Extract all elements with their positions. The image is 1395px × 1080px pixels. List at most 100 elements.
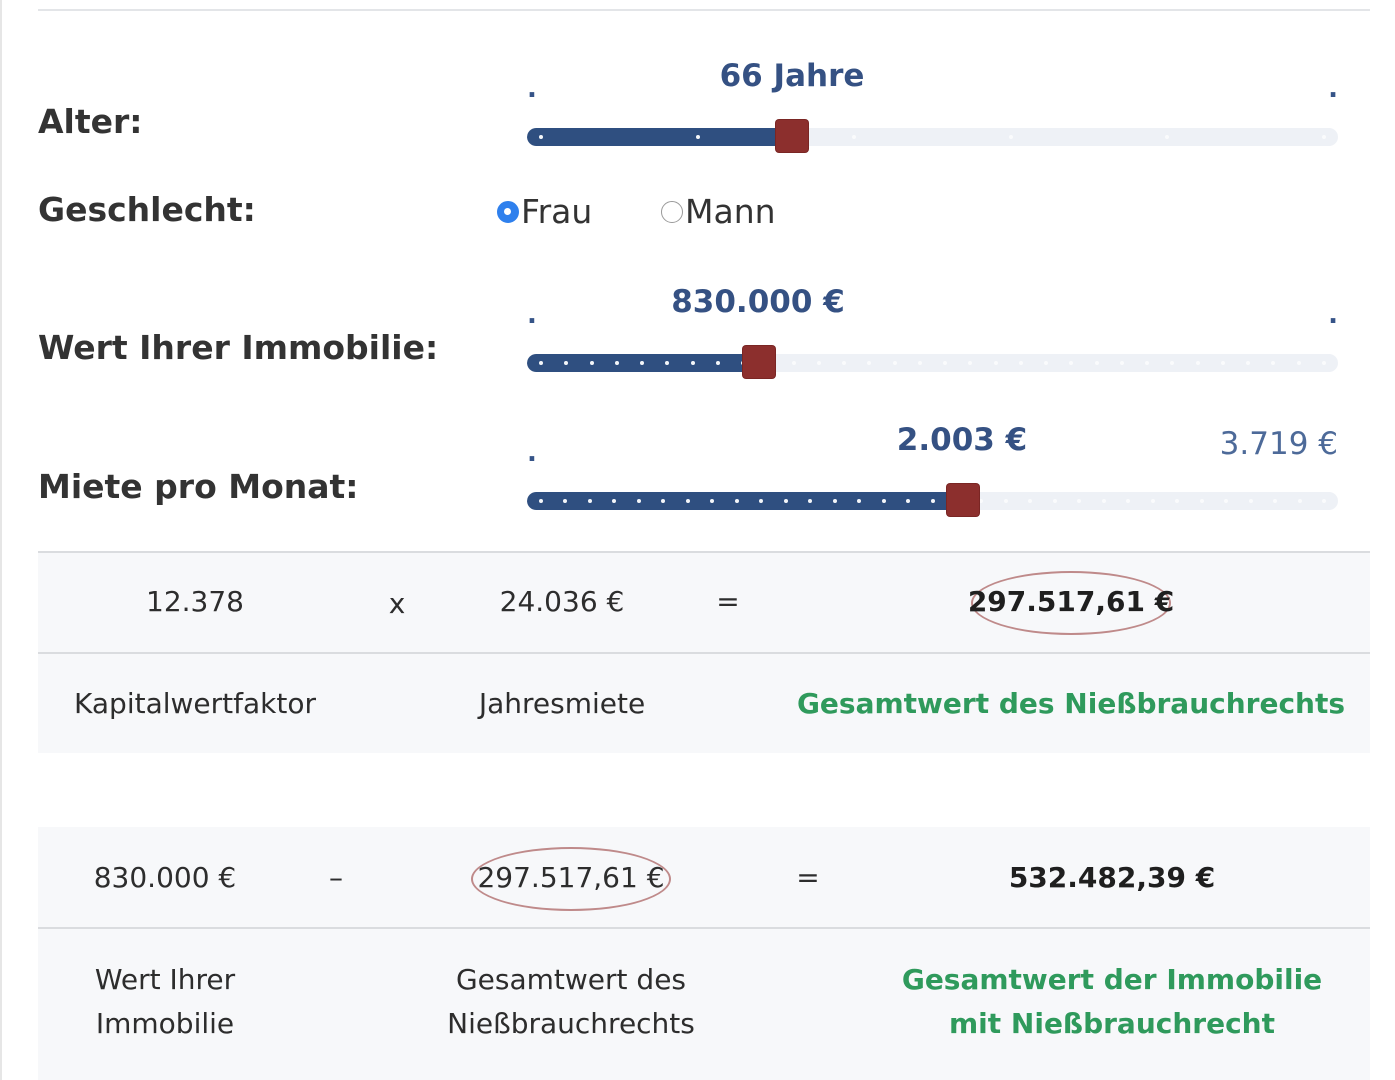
- slider-tick: [1273, 499, 1277, 503]
- slider-tick: [842, 361, 846, 365]
- slider-tick: [563, 499, 567, 503]
- slider-tick: [931, 499, 935, 503]
- annual-rent-label: Jahresmiete: [478, 687, 646, 720]
- slider-tick: [564, 361, 568, 365]
- property-value-label-line1: Wert Ihrer: [94, 963, 236, 996]
- slider-tick: [1221, 361, 1225, 365]
- age-slider-handle[interactable]: [776, 120, 808, 152]
- property-slider-track[interactable]: [527, 354, 1338, 372]
- property-min-marker: .: [527, 300, 537, 330]
- slider-tick: [943, 361, 947, 365]
- slider-tick: [1322, 499, 1326, 503]
- usufruct-value-label-line2: Nießbrauchrechts: [447, 1007, 695, 1040]
- slider-tick: [1004, 499, 1008, 503]
- property-value-amount: 830.000 €: [93, 861, 237, 894]
- slider-tick: [857, 499, 861, 503]
- result-highlight-circle: [971, 571, 1171, 635]
- annual-rent-value: 24.036 €: [499, 585, 625, 618]
- slider-tick: [792, 361, 796, 365]
- slider-tick: [716, 361, 720, 365]
- gender-option-frau-label[interactable]: Frau: [521, 192, 593, 231]
- slider-tick: [906, 499, 910, 503]
- radio-mann[interactable]: [661, 200, 683, 223]
- top-divider: [38, 9, 1370, 11]
- age-slider-fill: [527, 128, 792, 146]
- slider-tick: [1297, 361, 1301, 365]
- slider-tick: [539, 361, 543, 365]
- slider-tick: [784, 499, 788, 503]
- rent-slider-fill: [527, 492, 963, 510]
- capital-factor-label: Kapitalwertfaktor: [74, 687, 316, 720]
- slider-tick: [612, 499, 616, 503]
- slider-tick: [691, 361, 695, 365]
- usufruct-total-label: Gesamtwert des Nießbrauchrechts: [796, 687, 1346, 720]
- slider-tick: [1200, 499, 1204, 503]
- slider-tick: [1019, 361, 1023, 365]
- final-value-label-line2: mit Nießbrauchrecht: [949, 1007, 1275, 1040]
- age-min-marker: .: [527, 74, 537, 104]
- slider-tick: [1322, 361, 1326, 365]
- calc1-mid-rule: [38, 652, 1370, 654]
- rent-value: 2.003 €: [896, 422, 1028, 458]
- minus-sign: –: [329, 861, 343, 894]
- slider-tick: [1224, 499, 1228, 503]
- slider-tick: [833, 499, 837, 503]
- radio-frau[interactable]: [497, 200, 519, 223]
- slider-tick: [1249, 499, 1253, 503]
- slider-tick: [1175, 499, 1179, 503]
- slider-tick: [1322, 135, 1326, 139]
- usufruct-calculation: 12.378 x 24.036 € = 297.517,61 € Kapital…: [38, 551, 1370, 753]
- slider-tick: [1077, 499, 1081, 503]
- equals-sign: =: [716, 585, 740, 618]
- slider-tick: [640, 361, 644, 365]
- slider-tick: [1151, 499, 1155, 503]
- rent-slider-track[interactable]: [527, 492, 1338, 510]
- slider-tick: [665, 361, 669, 365]
- slider-tick: [661, 499, 665, 503]
- slider-tick: [1102, 499, 1106, 503]
- gender-option-frau[interactable]: Frau: [497, 192, 592, 231]
- slider-tick: [1053, 499, 1057, 503]
- rent-label: Miete pro Monat:: [38, 467, 359, 506]
- slider-tick: [686, 499, 690, 503]
- slider-tick: [994, 361, 998, 365]
- slider-tick: [968, 361, 972, 365]
- gender-option-mann[interactable]: Mann: [661, 192, 776, 231]
- slider-tick: [615, 361, 619, 365]
- slider-tick: [1145, 361, 1149, 365]
- slider-tick: [882, 499, 886, 503]
- rent-min-marker: .: [527, 438, 537, 468]
- age-slider-track[interactable]: [527, 128, 1338, 146]
- slider-tick: [867, 361, 871, 365]
- rent-slider-handle[interactable]: [947, 484, 979, 516]
- slider-tick: [710, 499, 714, 503]
- age-label: Alter:: [38, 102, 143, 141]
- slider-tick: [979, 499, 983, 503]
- property-label: Wert Ihrer Immobilie:: [38, 328, 439, 367]
- calc1-top-rule: [38, 551, 1370, 553]
- slider-tick: [1044, 361, 1048, 365]
- usufruct-total-value: 297.517,61 €: [967, 585, 1175, 618]
- property-slider-ticks: [527, 354, 1338, 372]
- slider-tick: [817, 361, 821, 365]
- slider-tick: [588, 499, 592, 503]
- gender-option-mann-label[interactable]: Mann: [685, 192, 776, 231]
- slider-tick: [1069, 361, 1073, 365]
- property-value-calculation: 830.000 € – 297.517,61 € = 532.482,39 € …: [38, 827, 1370, 1080]
- slider-tick: [918, 361, 922, 365]
- usufruct-highlight-circle: [471, 847, 671, 911]
- calc2-mid-rule: [38, 927, 1370, 929]
- slider-tick: [759, 499, 763, 503]
- slider-tick: [1120, 361, 1124, 365]
- final-value-label-line1: Gesamtwert der Immobilie: [901, 963, 1323, 996]
- final-property-value: 532.482,39 €: [1008, 861, 1216, 894]
- property-slider-handle[interactable]: [743, 346, 775, 378]
- slider-tick: [1095, 361, 1099, 365]
- rent-slider-ticks: [527, 492, 1338, 510]
- slider-tick: [1196, 361, 1200, 365]
- slider-tick: [808, 499, 812, 503]
- slider-tick: [1246, 361, 1250, 365]
- slider-tick: [1028, 499, 1032, 503]
- property-value-label-line2: Immobilie: [95, 1007, 235, 1040]
- multiply-sign: x: [388, 587, 406, 620]
